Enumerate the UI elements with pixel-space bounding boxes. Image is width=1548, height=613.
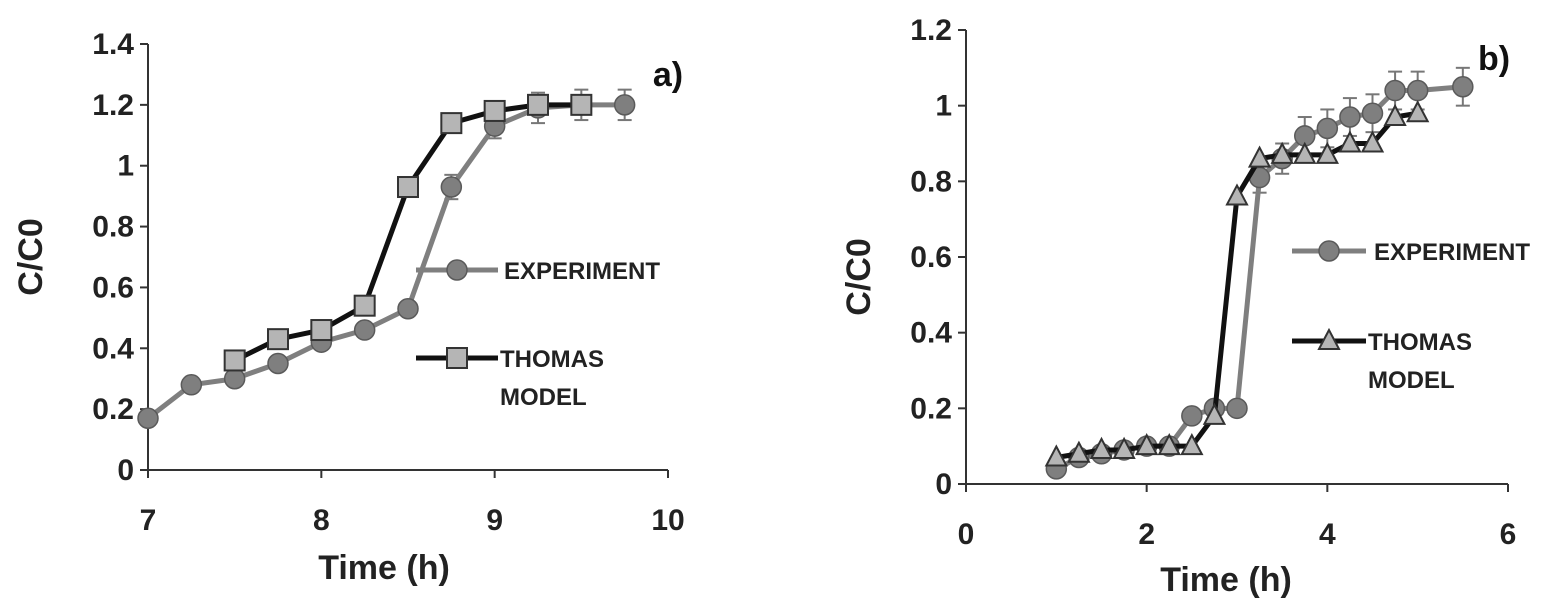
panel-label: b) [1478, 40, 1510, 78]
series-line [233, 102, 582, 363]
x-axis-label: Time (h) [318, 549, 450, 587]
y-tick-label: 0.2 [92, 393, 134, 426]
y-tick-label: 0.4 [92, 332, 134, 365]
x-tick-label: 8 [313, 504, 330, 537]
y-tick-label: 0.4 [910, 317, 952, 350]
data-point [353, 319, 376, 341]
y-tick-label: 1.2 [910, 14, 952, 47]
data-point [1157, 433, 1181, 456]
y-axis-label: C/C0 [12, 218, 50, 295]
y-tick-label: 0 [117, 454, 134, 487]
legend-label: EXPERIMENT [504, 258, 660, 285]
legend-label: EXPERIMENT [1374, 239, 1530, 266]
series-1 [1044, 100, 1430, 467]
panel-label: a) [653, 56, 683, 94]
legend-label: MODEL [1368, 367, 1455, 394]
data-point [1360, 130, 1385, 153]
data-point [397, 297, 419, 320]
data-point [1339, 106, 1361, 128]
data-point [1181, 405, 1203, 427]
data-point [1384, 79, 1406, 102]
data-point [310, 319, 333, 342]
chart-panel-b: 0 0.2 0.4 0.6 0.8 1 1.2 0 2 4 6 Time (h) C/C0 b) EXPER… [840, 14, 1530, 599]
legend-entry-0: EXPERIMENT [416, 258, 660, 285]
y-tick-label: 0.2 [910, 392, 952, 425]
series-1 [223, 93, 593, 372]
data-point [1293, 141, 1317, 164]
data-point [1383, 103, 1407, 127]
data-point [613, 94, 636, 116]
data-point [527, 93, 549, 116]
data-point [1044, 444, 1068, 467]
data-point [1361, 102, 1384, 124]
series-0 [1045, 66, 1474, 480]
y-tick-label: 0 [935, 468, 952, 501]
x-tick-label: 10 [651, 504, 684, 537]
data-point [440, 176, 463, 198]
data-point [1270, 141, 1294, 164]
x-tick-label: 4 [1319, 518, 1336, 551]
x-tick-label: 0 [958, 518, 975, 551]
legend-marker [1317, 327, 1341, 350]
data-point [1452, 76, 1474, 98]
data-point [223, 367, 246, 390]
data-point [1067, 440, 1091, 463]
legend-entry-1: THOMAS MODEL [1292, 327, 1472, 394]
data-point [1202, 402, 1227, 425]
x-tick-label: 2 [1138, 518, 1155, 551]
data-point [1180, 433, 1204, 456]
y-tick-label: 0.6 [910, 241, 952, 274]
data-point [1135, 433, 1159, 456]
data-point [1406, 100, 1430, 123]
y-tick-label: 0.8 [910, 165, 952, 198]
x-tick-label: 9 [486, 504, 503, 537]
data-point [1225, 183, 1249, 206]
legend-label: MODEL [500, 384, 587, 411]
y-tick-label: 0.8 [92, 211, 134, 244]
legend-marker [1318, 240, 1340, 262]
data-point [1112, 436, 1136, 459]
legend-entry-0: EXPERIMENT [1292, 239, 1530, 266]
x-tick-label: 7 [140, 504, 157, 537]
data-point [1406, 79, 1429, 102]
data-point [1247, 145, 1272, 168]
data-point [1338, 130, 1362, 153]
data-point [483, 99, 506, 122]
data-point [1315, 141, 1339, 164]
legend-marker [446, 259, 468, 281]
data-point [1226, 397, 1248, 420]
data-point [353, 294, 376, 317]
legend-label: THOMAS [500, 346, 604, 373]
data-point [223, 349, 246, 372]
data-point [1089, 436, 1114, 459]
x-tick-label: 6 [1500, 518, 1517, 551]
data-point [570, 93, 593, 116]
x-axis-label: Time (h) [1160, 561, 1292, 599]
legend-label: THOMAS [1368, 329, 1472, 356]
data-point [137, 407, 159, 430]
series-line [1055, 84, 1464, 472]
data-point [180, 374, 203, 396]
data-point [440, 112, 463, 135]
data-point [267, 328, 289, 351]
legend-entry-1: THOMAS MODEL [416, 346, 604, 411]
y-tick-label: 0.6 [92, 271, 134, 304]
y-tick-label: 1 [935, 90, 952, 123]
legend-marker [446, 347, 468, 369]
chart-panel-a: 0 0.2 0.4 0.6 0.8 1 1.2 1.4 7 8 9 10 Time (h) C/C0 a) E… [12, 28, 685, 587]
y-tick-label: 1 [117, 150, 134, 183]
data-point [267, 352, 289, 375]
y-tick-label: 1.2 [92, 89, 134, 122]
y-axis-label: C/C0 [840, 238, 878, 315]
data-point [1316, 117, 1339, 140]
data-point [397, 176, 419, 199]
y-tick-label: 1.4 [92, 28, 134, 61]
